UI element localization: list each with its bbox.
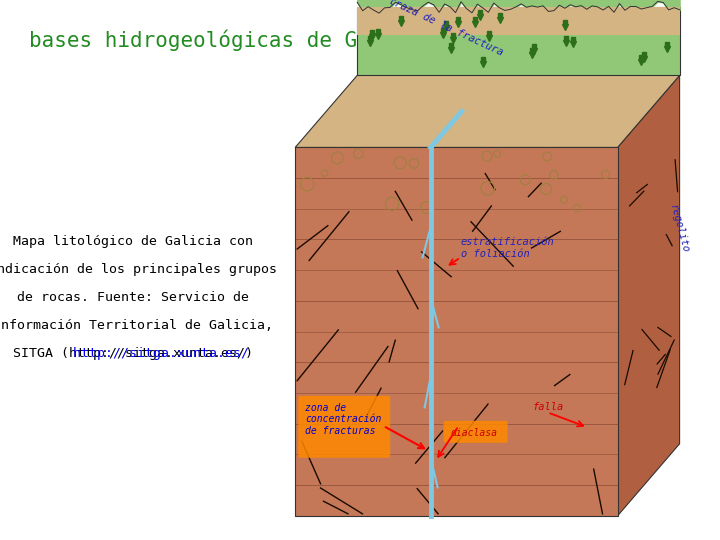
Polygon shape xyxy=(357,8,680,36)
Text: de rocas. Fuente: Servicio de: de rocas. Fuente: Servicio de xyxy=(17,291,249,304)
Polygon shape xyxy=(295,147,618,516)
Text: diaclasa: diaclasa xyxy=(451,428,498,438)
FancyBboxPatch shape xyxy=(444,421,508,443)
Text: regolito: regolito xyxy=(667,204,690,254)
Polygon shape xyxy=(295,76,680,147)
Text: falla: falla xyxy=(533,402,564,413)
FancyBboxPatch shape xyxy=(298,396,390,458)
Text: SITGA (http://sitga.xunta.es/): SITGA (http://sitga.xunta.es/) xyxy=(13,347,253,360)
Polygon shape xyxy=(357,8,680,76)
Text: http://sitga.xunta.es/: http://sitga.xunta.es/ xyxy=(9,347,257,360)
Text: traza de la fractura: traza de la fractura xyxy=(387,0,505,57)
Text: Información Territorial de Galicia,: Información Territorial de Galicia, xyxy=(0,319,273,332)
Text: bases hidrogeológicas de Galicia: bases hidrogeológicas de Galicia xyxy=(29,30,433,51)
Text: indicación de los principales grupos: indicación de los principales grupos xyxy=(0,263,277,276)
Polygon shape xyxy=(618,76,680,516)
Text: Mapa litológico de Galicia con: Mapa litológico de Galicia con xyxy=(13,235,253,248)
Text: estratificación
o foliación: estratificación o foliación xyxy=(461,238,554,259)
Text: zona de
concentración
de fracturas: zona de concentración de fracturas xyxy=(305,403,382,436)
